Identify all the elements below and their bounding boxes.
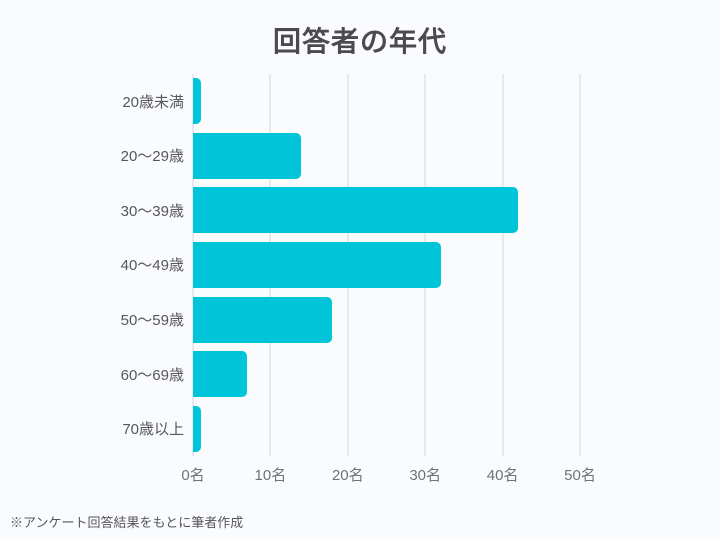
x-tick-label: 50名: [564, 467, 596, 484]
bar-row: 20歳未満: [122, 74, 580, 129]
x-tick-label: 30名: [409, 467, 442, 484]
category-label: 60〜69歳: [120, 366, 184, 384]
x-tick-label: 20名: [331, 467, 364, 484]
category-label: 20〜29歳: [120, 148, 184, 166]
bar: [193, 241, 441, 288]
bar: [193, 78, 201, 125]
category-label: 70歳以上: [122, 421, 184, 439]
bar: [193, 405, 201, 452]
x-axis: 0名 10名 20名 30名 40名 50名: [181, 456, 596, 492]
plot-area: 20歳未満 20〜29歳 30〜39歳 40〜49歳 50〜59歳 60〜69歳 70歳以上…: [121, 74, 596, 484]
bar-row: 50〜59歳: [121, 292, 580, 347]
bar: [193, 187, 519, 234]
gridline: [579, 74, 581, 456]
bar: [193, 296, 333, 343]
bar-row: 70歳以上: [122, 401, 580, 456]
source-note: ※アンケート回答結果をもとに筆者作成: [10, 515, 244, 530]
bar-row: 40〜49歳: [121, 238, 580, 293]
bar-rows: 20歳未満 20〜29歳 30〜39歳 40〜49歳 50〜59歳 60〜69歳 70歳以上: [121, 74, 580, 456]
bar: [193, 132, 302, 179]
chart-title: 回答者の年代: [272, 26, 447, 57]
x-tick-label: 10名: [254, 467, 287, 484]
x-tick-label: 0名: [181, 467, 205, 484]
bar-row: 60〜69歳: [121, 347, 580, 402]
gridline: [501, 74, 504, 456]
x-tick-label: 40名: [486, 467, 519, 484]
category-label: 50〜59歳: [120, 312, 184, 330]
bar-row: 30〜39歳: [121, 183, 580, 238]
category-label: 20歳未満: [122, 93, 184, 111]
bar: [193, 351, 248, 398]
bar-row: 20〜29歳: [121, 129, 580, 184]
category-label: 40〜49歳: [120, 257, 184, 275]
category-label: 30〜39歳: [120, 202, 184, 220]
